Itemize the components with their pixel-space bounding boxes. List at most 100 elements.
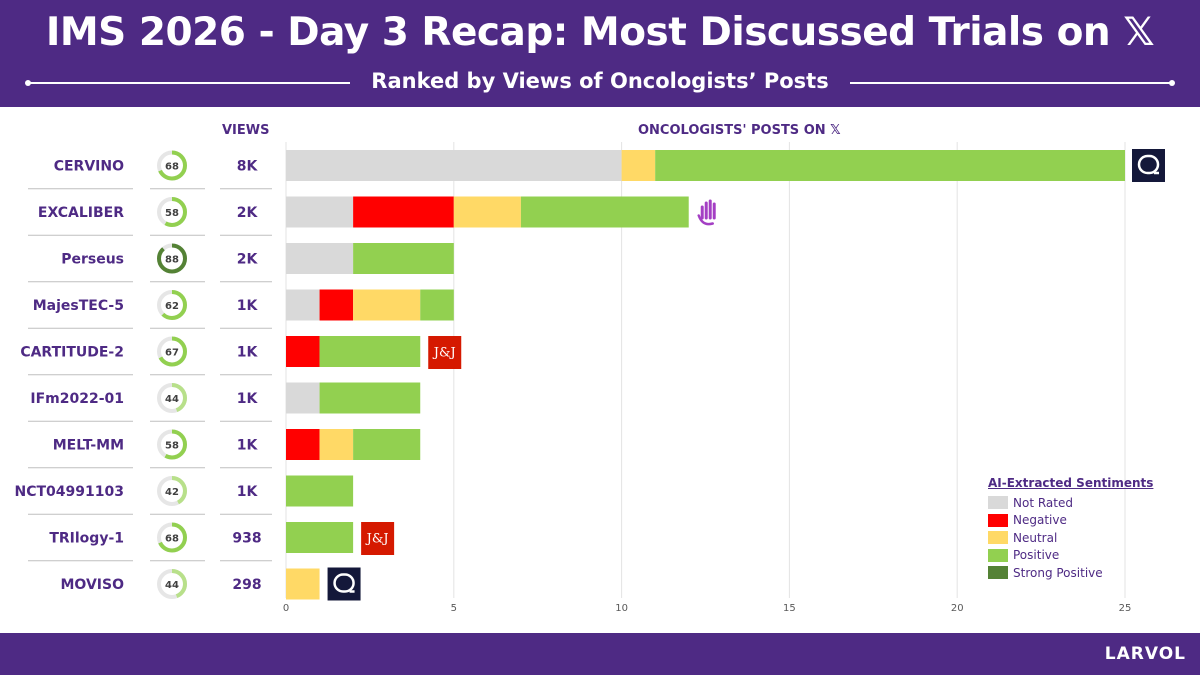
sponsor-logo-hand-finger [708,199,712,220]
trial-name-label: IFm2022-01 [30,391,124,407]
legend-item: Neutral [988,529,1158,547]
trial-name-label: CERVINO [54,159,124,175]
views-value-label: 938 [232,531,261,547]
views-column-header: VIEWS [222,123,270,138]
sponsor-logo-jj [428,336,462,369]
trial-name-label: MajesTEC-5 [33,298,124,314]
views-value-label: 1K [237,298,259,314]
bar-segment-positive [655,150,1125,181]
trial-name-label: CARTITUDE-2 [20,345,124,361]
legend-label: Positive [1013,548,1060,563]
legend-title: AI-Extracted Sentiments [988,476,1154,490]
posts-column-header: ONCOLOGISTS' POSTS ON 𝕏 [638,123,841,138]
brand-logo: LARVOL [1104,644,1186,664]
views-value-label: 1K [237,484,259,500]
legend-label: Negative [1013,513,1067,528]
sponsor-logo-hand-finger [704,201,708,220]
score-value-label: 88 [165,255,179,266]
legend-label: Strong Positive [1013,565,1103,580]
bar-segment-negative [286,429,320,460]
sponsor-logo-jj-text: J&J [432,346,456,361]
score-ring-fill [157,150,187,181]
legend-swatch [988,531,1008,545]
legend-label: Not Rated [1013,495,1073,510]
bar-segment-positive [319,336,421,367]
bar-segment-positive [286,522,354,553]
bar-segment-neutral [286,568,320,600]
score-ring-fill [157,569,187,599]
bar-segment-positive [353,243,454,274]
score-ring-fill [157,197,187,227]
bar-segment-negative [353,196,454,228]
trial-name-label: Perseus [61,252,124,268]
hand-icon [697,214,714,226]
trial-name-label: TRIlogy-1 [49,531,124,547]
page-subtitle: Ranked by Views of Oncologists’ Posts [371,69,829,93]
subtitle-rule-left [25,80,350,86]
bar-segment-positive [286,475,354,507]
bar-segment-negative [286,336,320,367]
x-tick-label: 25 [1119,603,1132,614]
bar-segment-negative [319,289,354,321]
legend-swatch [988,548,1008,562]
legend-swatch [988,513,1008,527]
x-tick-label: 15 [783,603,796,614]
legend-items: Not Rated Negative Neutral Positive Strong P… [988,494,1158,582]
score-ring-fill [157,243,187,274]
views-value-label: 1K [237,345,259,361]
bar-segment-not-rated [286,243,354,274]
page-title: IMS 2026 - Day 3 Recap: Most Discussed T… [45,10,1155,55]
bar-segment-positive [353,429,421,460]
sponsor-logo-jj-text: J&J [365,532,389,547]
views-value-label: 8K [237,159,259,175]
legend-swatch [988,496,1008,510]
trials-chart: 0 5 10 15 20 25 CERVINO 68 8K EXCALIBER 58 2K Perseu… [15,142,1165,614]
views-value-label: 298 [232,577,261,593]
bar-segment-not-rated [286,382,320,414]
bar-segment-positive [319,382,421,414]
bar-segment-neutral [353,289,421,321]
trial-name-label: NCT04991103 [15,484,124,500]
legend-item: Strong Positive [988,564,1158,582]
bar-segment-neutral [621,150,656,181]
views-value-label: 1K [237,391,259,407]
bar-segment-not-rated [286,289,320,321]
x-tick-label: 5 [451,603,457,614]
legend-swatch [988,566,1008,580]
score-value-label: 68 [165,534,179,545]
score-ring-fill [157,476,187,506]
score-value-label: 58 [165,441,179,452]
sponsor-logo-a [327,567,361,601]
sponsor-logo-a-icon [333,573,355,593]
views-value-label: 2K [237,252,259,268]
sponsor-logo-a-icon [1137,154,1160,175]
score-value-label: 42 [165,487,179,498]
sponsor-logo-jj [361,522,395,555]
legend-label: Neutral [1013,530,1058,545]
x-tick-label: 0 [283,603,289,614]
legend-item: Positive [988,547,1158,565]
score-value-label: 44 [165,394,179,405]
views-value-label: 2K [237,205,259,221]
views-value-label: 1K [237,438,259,454]
bar-segment-positive [420,289,454,321]
bar-segment-not-rated [286,150,622,181]
score-ring-fill [157,383,187,413]
score-ring-fill [157,290,187,320]
sponsor-logo-a [1132,149,1165,182]
score-value-label: 62 [165,301,179,312]
x-tick-label: 20 [951,603,964,614]
bar-segment-neutral [453,196,521,228]
trial-name-label: MELT-MM [53,438,124,454]
legend-item: Not Rated [988,494,1158,512]
score-ring-fill [157,336,187,367]
header-banner: IMS 2026 - Day 3 Recap: Most Discussed T… [0,0,1200,107]
score-value-label: 68 [165,162,179,173]
trial-name-label: EXCALIBER [38,205,124,221]
score-value-label: 67 [165,348,179,359]
legend-item: Negative [988,512,1158,530]
score-ring-fill [157,429,187,460]
bar-segment-not-rated [286,196,354,228]
score-value-label: 58 [165,208,179,219]
trial-name-label: MOVISO [61,577,125,593]
